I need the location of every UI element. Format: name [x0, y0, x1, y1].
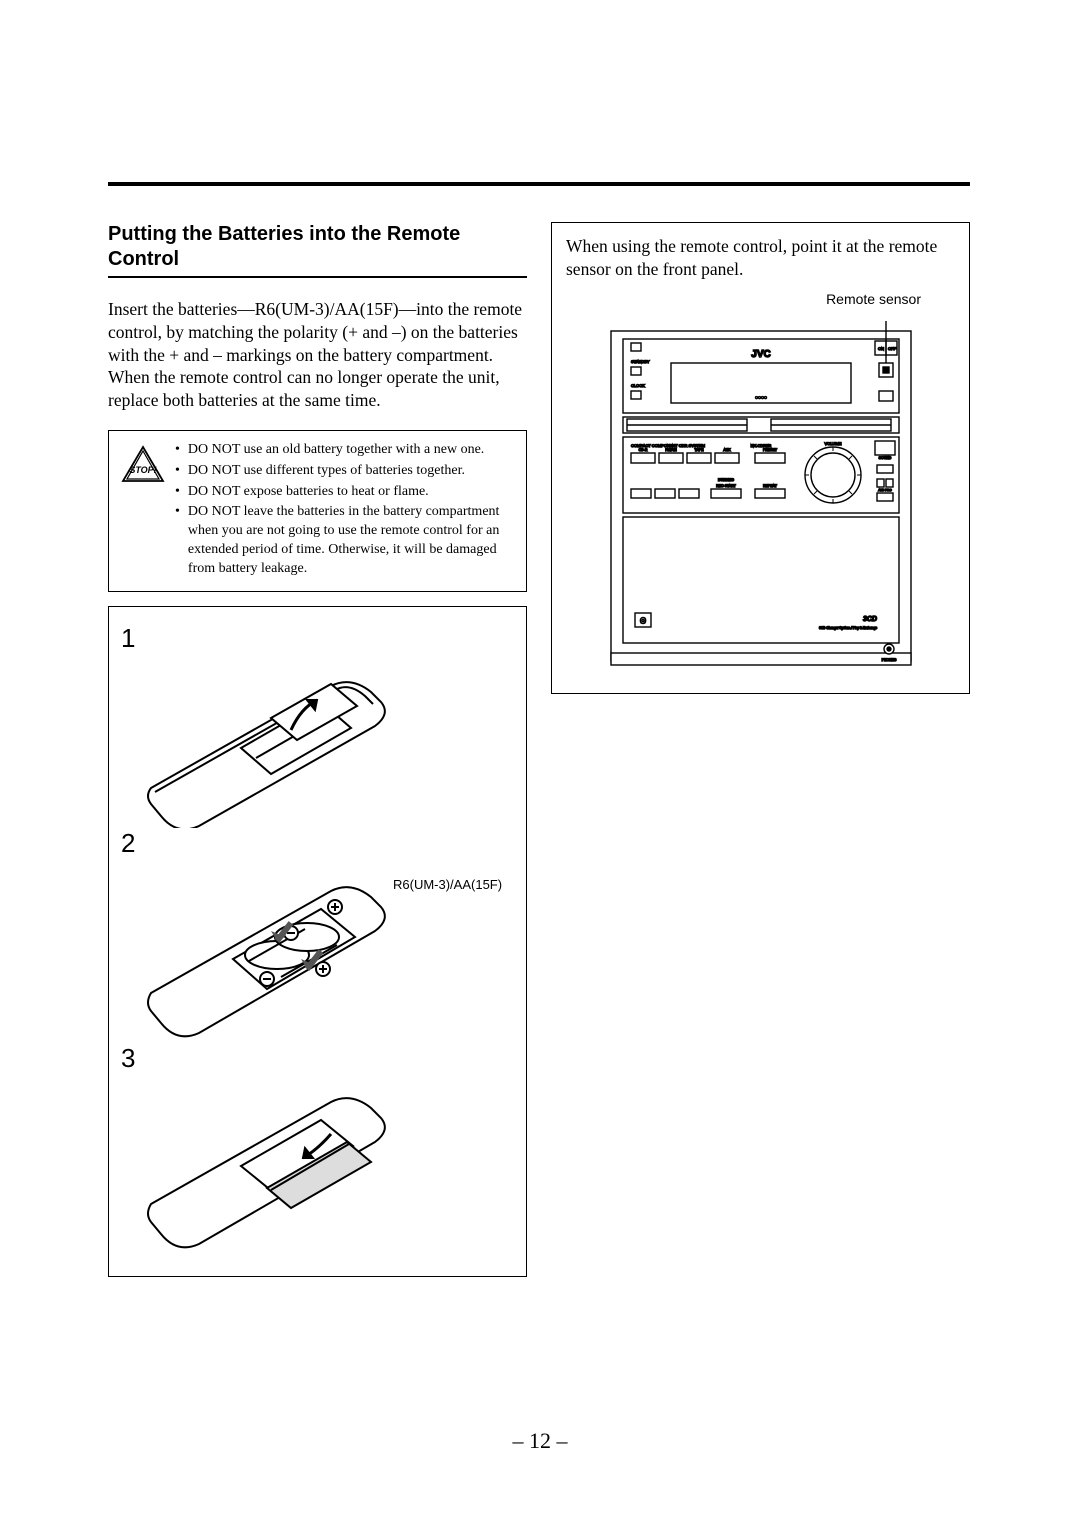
remote-sensor-box: When using the remote control, point it …: [551, 222, 970, 694]
step-1-illustration: [121, 658, 514, 828]
svg-text:REPEAT: REPEAT: [763, 484, 778, 488]
svg-text:PHONES: PHONES: [881, 658, 896, 662]
remote-sensor-label: Remote sensor: [566, 291, 955, 307]
caution-box: STOP! DO NOT use an old battery together…: [108, 430, 527, 592]
svg-text:●●●●: ●●●●: [754, 395, 766, 401]
svg-text:DUBBING: DUBBING: [718, 478, 734, 482]
step-number-3: 3: [121, 1043, 514, 1074]
svg-text:AUX: AUX: [723, 448, 731, 452]
heading-underline: [108, 276, 527, 278]
battery-steps-box: 1: [108, 606, 527, 1277]
section-body-text: Insert the batteries—R6(UM-3)/AA(15F)—in…: [108, 298, 527, 412]
caution-item: DO NOT use different types of batteries …: [175, 462, 514, 481]
svg-text:STANDBY: STANDBY: [631, 359, 650, 364]
svg-text:REC START: REC START: [716, 484, 736, 488]
remote-sensor-text: When using the remote control, point it …: [566, 235, 955, 281]
stop-label: STOP!: [129, 465, 156, 475]
caution-item: DO NOT use an old battery together with …: [175, 441, 514, 460]
svg-text:SOUND: SOUND: [878, 456, 891, 460]
page-number: – 12 –: [0, 1428, 1080, 1454]
caution-item: DO NOT expose batteries to heat or flame…: [175, 483, 514, 502]
battery-type-label: R6(UM-3)/AA(15F): [393, 877, 502, 892]
right-column: When using the remote control, point it …: [551, 222, 970, 1277]
caution-list: DO NOT use an old battery together with …: [175, 441, 514, 581]
svg-text:3CD: 3CD: [862, 616, 876, 623]
step-number-2: 2: [121, 828, 514, 859]
top-rule: [108, 182, 970, 186]
page-content: Putting the Batteries into the Remote Co…: [108, 182, 970, 1277]
step-2-illustration: R6(UM-3)/AA(15F): [121, 863, 514, 1043]
stereo-unit-illustration: STANDBY CLOCK JVC ●●●● ON: [566, 313, 955, 673]
caution-item: DO NOT leave the batteries in the batter…: [175, 503, 514, 579]
svg-text:VOLUME: VOLUME: [824, 441, 841, 446]
section-heading: Putting the Batteries into the Remote Co…: [108, 222, 527, 272]
svg-text:AHB PRO: AHB PRO: [878, 488, 892, 492]
svg-text:ON: ON: [878, 346, 884, 351]
svg-text:3CD Changer System / Play & Ex: 3CD Changer System / Play & Exchange: [819, 626, 877, 630]
brand-label: JVC: [751, 349, 770, 360]
two-column-layout: Putting the Batteries into the Remote Co…: [108, 222, 970, 1277]
svg-text:TAPE: TAPE: [694, 448, 704, 452]
svg-text:PRESET: PRESET: [762, 448, 777, 452]
svg-text:⦿: ⦿: [639, 618, 645, 625]
svg-text:FM/AM: FM/AM: [665, 448, 676, 452]
svg-text:CD-R: CD-R: [638, 448, 647, 452]
left-column: Putting the Batteries into the Remote Co…: [108, 222, 527, 1277]
step-3-illustration: [121, 1078, 514, 1258]
svg-text:CLOCK: CLOCK: [631, 383, 645, 388]
stop-icon: STOP!: [121, 441, 165, 581]
svg-text:OFF: OFF: [888, 346, 897, 351]
step-number-1: 1: [121, 623, 514, 654]
